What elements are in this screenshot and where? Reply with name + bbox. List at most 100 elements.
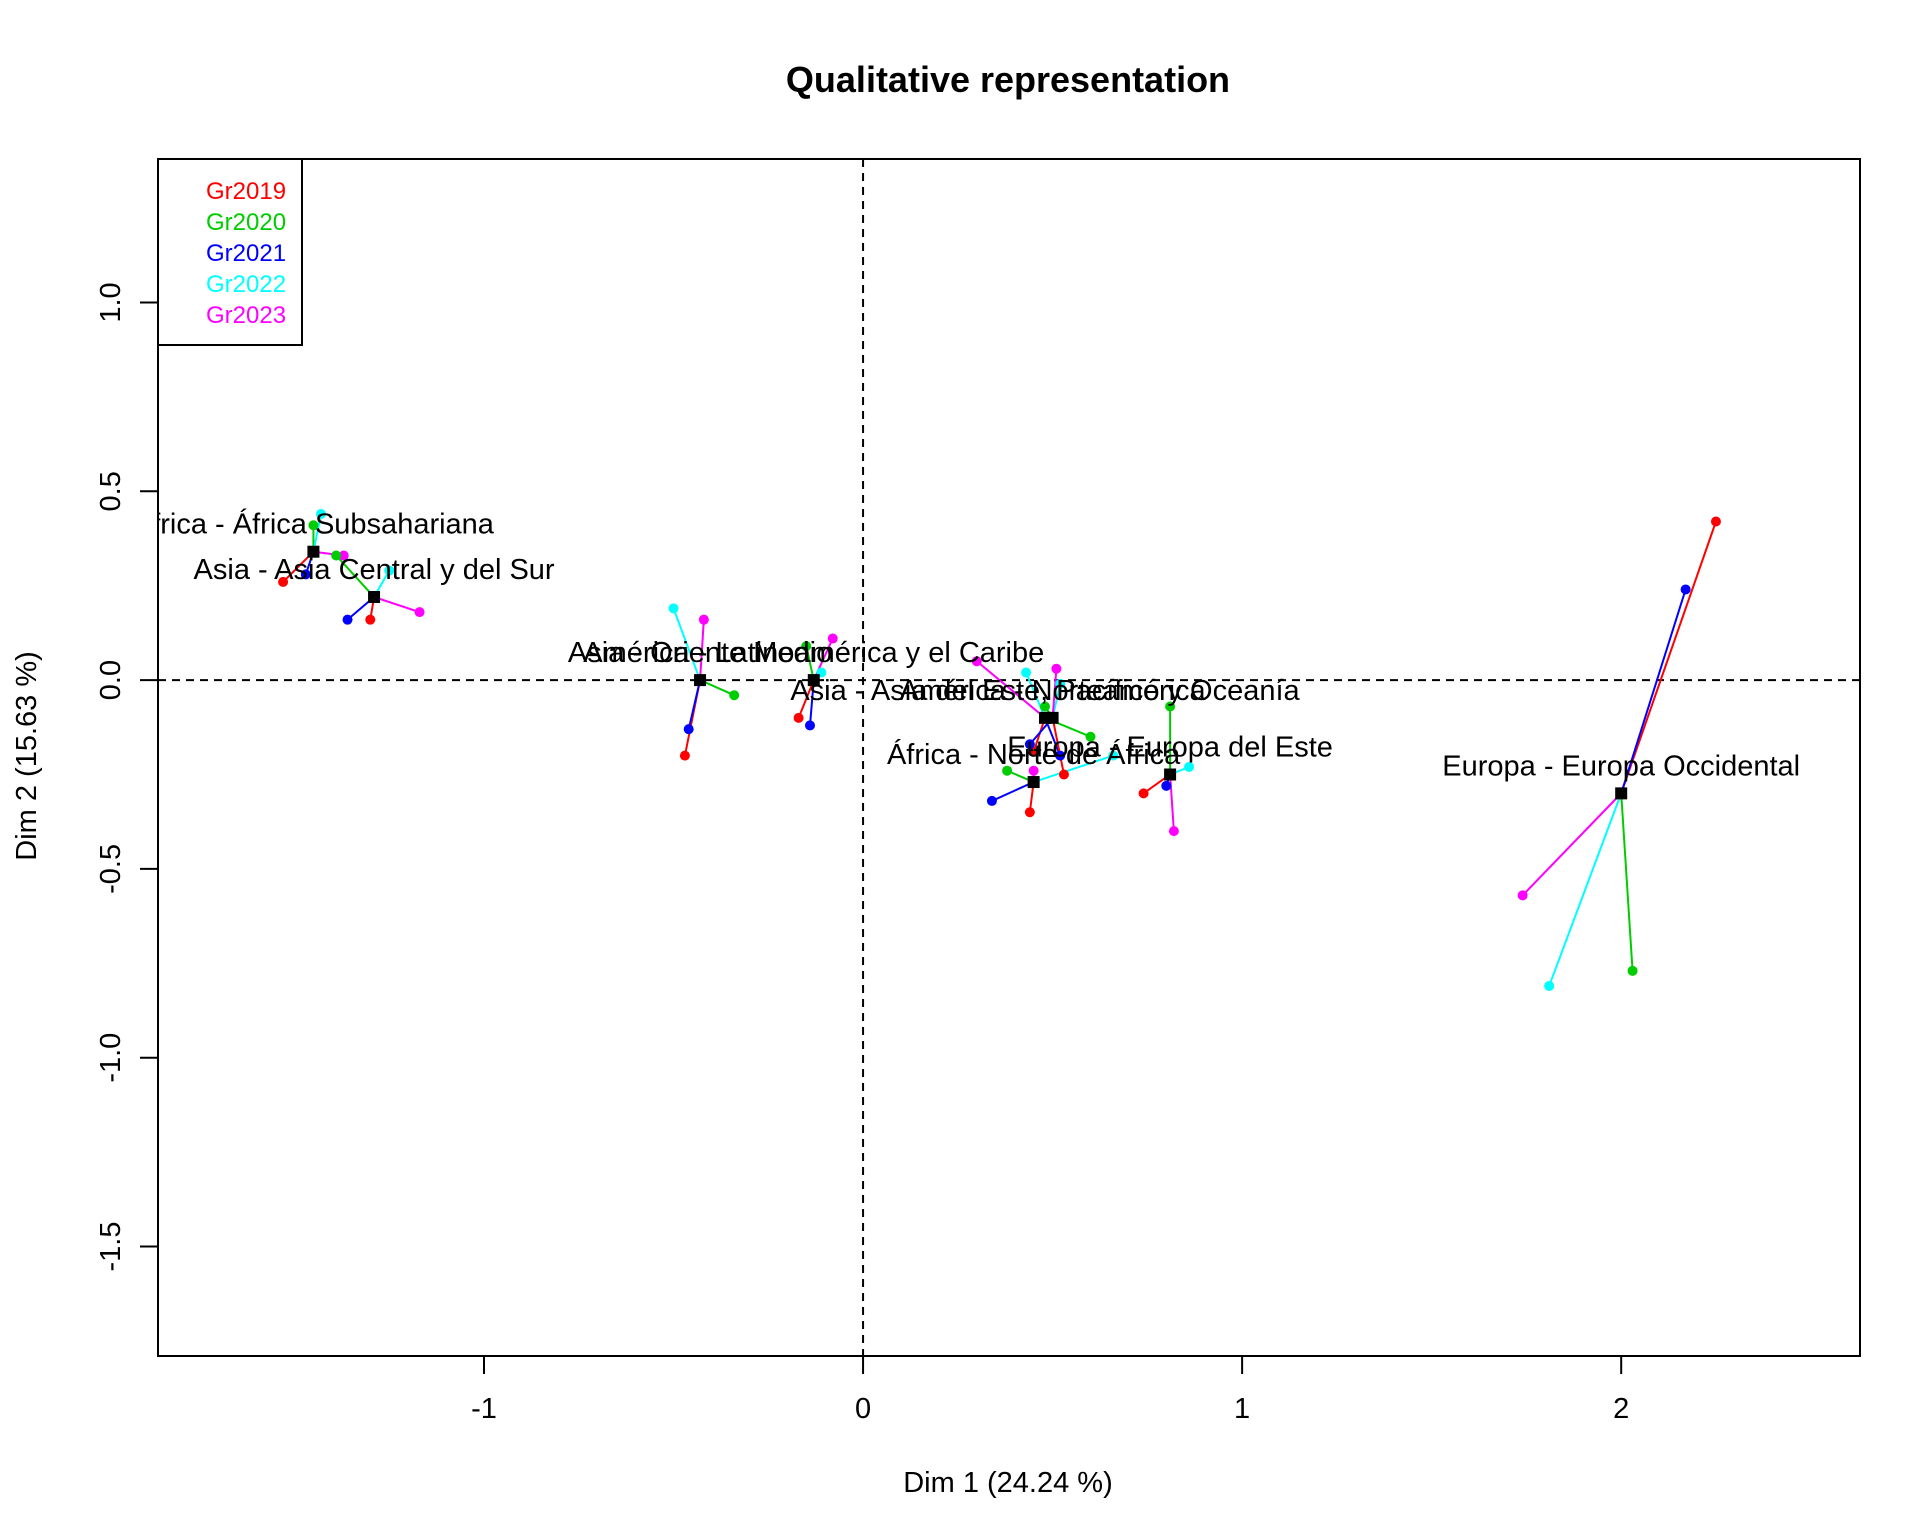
category-center-5: [1046, 711, 1059, 724]
category-label-3: América - Latinoamérica y el Caribe: [583, 637, 1044, 669]
data-point-2-4: [698, 614, 709, 625]
y-tick-label-1: -1.0: [95, 1033, 127, 1083]
segment-1-4: [373, 596, 420, 614]
x-tick-label-1: 0: [855, 1393, 871, 1425]
data-point-8-3: [1544, 980, 1555, 991]
data-point-7-0: [1138, 788, 1149, 799]
legend-entry-4: Gr2023: [206, 302, 286, 329]
category-center-2: [694, 674, 707, 687]
category-center-3: [807, 674, 820, 687]
data-point-8-2: [1680, 584, 1691, 595]
data-point-3-4: [827, 633, 838, 644]
y-axis-label: Dim 2 (15.63 %): [11, 651, 43, 861]
chart-title: Qualitative representation: [786, 59, 1230, 100]
legend: Gr2019 Gr2020 Gr2021 Gr2022 Gr2023: [157, 158, 303, 346]
y-tick-label-5: 1.0: [95, 282, 127, 322]
segment-7-4: [1169, 774, 1175, 832]
y-tick-label-0: -1.5: [95, 1222, 127, 1272]
data-point-0-1: [308, 520, 319, 531]
segment-0-3: [312, 513, 322, 552]
category-center-6: [1027, 776, 1040, 789]
data-point-8-4: [1517, 890, 1528, 901]
segment-3-2: [808, 680, 815, 726]
category-label-7: Europa - Europa del Este: [1007, 731, 1333, 763]
x-tick-label-0: -1: [471, 1393, 497, 1425]
category-center-7: [1164, 768, 1177, 781]
data-point-3-2: [804, 720, 815, 731]
category-center-8: [1615, 787, 1628, 800]
category-label-4: Asia - Asia del Este, Pacífico y Oceanía: [790, 675, 1300, 707]
x-axis-label: Dim 1 (24.24 %): [903, 1467, 1113, 1499]
segment-6-3: [1033, 754, 1114, 783]
data-point-0-2: [300, 569, 311, 580]
data-point-0-4: [338, 550, 349, 561]
category-label-2: Asia - Oriente Medio: [568, 637, 832, 669]
x-tick-label-2: 1: [1234, 1393, 1250, 1425]
segment-6-2: [991, 781, 1035, 802]
data-point-1-0: [365, 614, 376, 625]
data-point-6-1: [1002, 765, 1013, 776]
data-point-4-0: [1028, 746, 1039, 757]
data-point-4-2: [1055, 750, 1066, 761]
data-point-5-0: [1058, 769, 1069, 780]
category-label-8: Europa - Europa Occidental: [1442, 750, 1800, 782]
category-label-5: América - Norteamérica: [899, 675, 1206, 707]
segment-4-4: [976, 660, 1046, 719]
data-point-7-1: [1165, 701, 1176, 712]
data-point-8-1: [1627, 965, 1638, 976]
category-label-1: Asia - Asia Central y del Sur: [194, 554, 555, 586]
legend-entry-0: Gr2019: [206, 178, 286, 205]
data-point-2-3: [668, 603, 679, 614]
data-point-0-3: [315, 508, 326, 519]
segment-3-0: [797, 679, 815, 719]
legend-entry-1: Gr2020: [206, 209, 286, 236]
segment-5-4: [1051, 668, 1058, 718]
data-point-4-4: [971, 656, 982, 667]
data-point-7-4: [1168, 826, 1179, 837]
segment-2-2: [687, 679, 702, 730]
data-point-6-4: [1028, 765, 1039, 776]
data-point-6-3: [1108, 750, 1119, 761]
data-point-5-2: [1024, 739, 1035, 750]
x-tick-label-3: 2: [1613, 1393, 1629, 1425]
data-point-6-0: [1024, 807, 1035, 818]
data-point-2-0: [679, 750, 690, 761]
data-point-1-4: [414, 607, 425, 618]
data-point-5-1: [1040, 701, 1051, 712]
y-tick-label-2: -0.5: [95, 844, 127, 894]
data-point-7-3: [1184, 761, 1195, 772]
data-point-1-2: [342, 614, 353, 625]
segment-2-3: [672, 608, 702, 681]
data-point-1-1: [331, 550, 342, 561]
segment-8-0: [1620, 521, 1717, 794]
category-center-0: [307, 545, 320, 558]
data-point-1-3: [384, 565, 395, 576]
legend-box: [157, 158, 303, 346]
data-point-4-3: [1021, 667, 1032, 678]
segment-1-1: [335, 554, 375, 598]
data-point-2-2: [683, 724, 694, 735]
data-point-0-0: [278, 576, 289, 587]
legend-entry-3: Gr2022: [206, 271, 286, 298]
segment-2-4: [699, 619, 705, 681]
legend-entry-2: Gr2021: [206, 240, 286, 267]
category-label-6: África - Norte de África: [887, 738, 1181, 771]
segment-8-1: [1620, 793, 1634, 971]
segment-8-3: [1548, 793, 1623, 987]
data-point-3-1: [801, 641, 812, 652]
data-point-4-1: [1085, 731, 1096, 742]
data-point-5-4: [1051, 663, 1062, 674]
category-center-1: [368, 591, 381, 604]
y-tick-label-4: 0.5: [95, 471, 127, 511]
segment-8-2: [1620, 589, 1687, 794]
data-point-2-1: [729, 690, 740, 701]
data-point-5-3: [1055, 678, 1066, 689]
plot-marks: África - África Subsahariana Asia - Asia …: [133, 159, 1860, 1356]
segment-8-4: [1521, 792, 1622, 897]
y-tick-label-3: 0.0: [95, 660, 127, 700]
data-point-7-2: [1161, 780, 1172, 791]
category-label-0: África - África Subsahariana: [133, 508, 495, 541]
segment-5-0: [1051, 717, 1065, 775]
data-point-8-0: [1710, 516, 1721, 527]
